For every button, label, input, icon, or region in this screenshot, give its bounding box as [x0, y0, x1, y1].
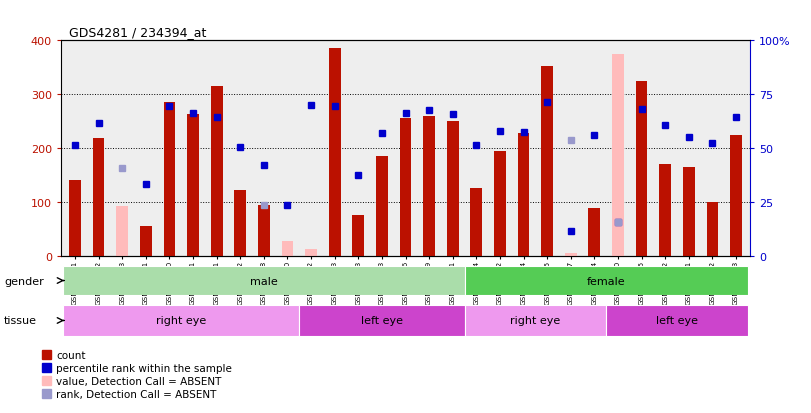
Bar — [187, 115, 199, 256]
Bar — [328, 49, 341, 256]
Bar — [116, 206, 128, 256]
Text: right eye: right eye — [156, 316, 206, 326]
Bar — [305, 249, 317, 256]
Bar — [234, 190, 247, 256]
Text: tissue: tissue — [4, 316, 37, 326]
Bar — [494, 151, 506, 256]
Bar — [447, 122, 458, 256]
Bar — [465, 305, 606, 337]
Bar — [606, 305, 748, 337]
Bar — [258, 205, 270, 256]
Bar — [92, 139, 105, 256]
Bar — [63, 305, 299, 337]
Bar — [376, 157, 388, 256]
Bar — [470, 189, 483, 256]
Bar — [730, 135, 742, 256]
Bar — [683, 167, 695, 256]
Bar — [69, 181, 81, 256]
Text: left eye: left eye — [361, 316, 403, 326]
Bar — [465, 266, 748, 295]
Bar — [140, 226, 152, 256]
Bar — [400, 119, 411, 256]
Bar — [353, 216, 364, 256]
Bar — [706, 202, 719, 256]
Bar — [564, 253, 577, 256]
Text: left eye: left eye — [656, 316, 698, 326]
Bar — [423, 116, 435, 256]
Legend: count, percentile rank within the sample, value, Detection Call = ABSENT, rank, : count, percentile rank within the sample… — [37, 346, 237, 404]
Text: male: male — [250, 276, 277, 286]
Bar — [517, 134, 530, 256]
Text: gender: gender — [4, 276, 44, 286]
Bar — [281, 241, 294, 256]
Bar — [63, 266, 465, 295]
Bar — [299, 305, 465, 337]
Text: female: female — [587, 276, 625, 286]
Bar — [541, 66, 553, 256]
Bar — [612, 55, 624, 256]
Text: right eye: right eye — [510, 316, 560, 326]
Bar — [636, 81, 647, 256]
Bar — [164, 103, 175, 256]
Bar — [659, 165, 671, 256]
Bar — [589, 209, 600, 256]
Bar — [211, 87, 222, 256]
Text: GDS4281 / 234394_at: GDS4281 / 234394_at — [69, 26, 206, 39]
